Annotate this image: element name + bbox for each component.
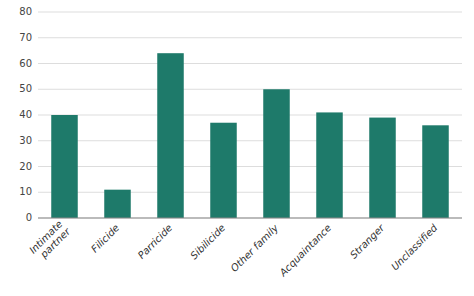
x-tick-label: Filicide [89, 222, 121, 254]
bar [104, 190, 131, 218]
bar [51, 115, 78, 218]
y-axis: 0 10 20 30 40 50 60 70 80 [19, 6, 32, 223]
y-tick-label: 70 [19, 32, 32, 43]
x-tick-label: Parricide [136, 222, 175, 261]
y-tick-label: 10 [19, 186, 32, 197]
y-tick-label: 0 [26, 212, 32, 223]
y-tick-label: 40 [19, 109, 32, 120]
grid-line [38, 192, 462, 193]
x-axis: Intimatepartner Filicide Parricide Sibilici… [27, 218, 440, 279]
x-tick-label: Intimatepartner [27, 218, 73, 264]
y-tick-label: 30 [19, 135, 32, 146]
chart-container: 0 10 20 30 40 50 60 70 80 Intimatepartner Filicide… [0, 0, 474, 296]
y-tick-label: 20 [19, 161, 32, 172]
grid [38, 12, 462, 218]
x-tick-label: Stranger [348, 221, 387, 260]
grid-line [38, 115, 462, 116]
grid-line [38, 89, 462, 90]
grid-line [38, 218, 462, 219]
bar [422, 125, 449, 218]
y-tick-label: 80 [19, 6, 32, 17]
bar [263, 89, 290, 218]
x-tick-label: Unclassified [389, 222, 440, 273]
grid-line [38, 140, 462, 141]
grid-line [38, 166, 462, 167]
grid-line [38, 12, 462, 13]
x-tick-label: Other family [228, 221, 281, 274]
bars [51, 53, 449, 218]
y-tick-label: 50 [19, 83, 32, 94]
grid-line [38, 37, 462, 38]
bar [157, 53, 184, 218]
bar [210, 123, 237, 218]
y-tick-label: 60 [19, 58, 32, 69]
grid-line [38, 63, 462, 64]
bar [316, 112, 343, 218]
chart: 0 10 20 30 40 50 60 70 80 Intimatepartner Filicide… [0, 0, 474, 296]
x-axis-line [38, 218, 462, 219]
x-tick-label: Sibilicide [188, 222, 227, 261]
bar [369, 118, 396, 218]
x-tick-label: Acquaintance [277, 222, 334, 279]
